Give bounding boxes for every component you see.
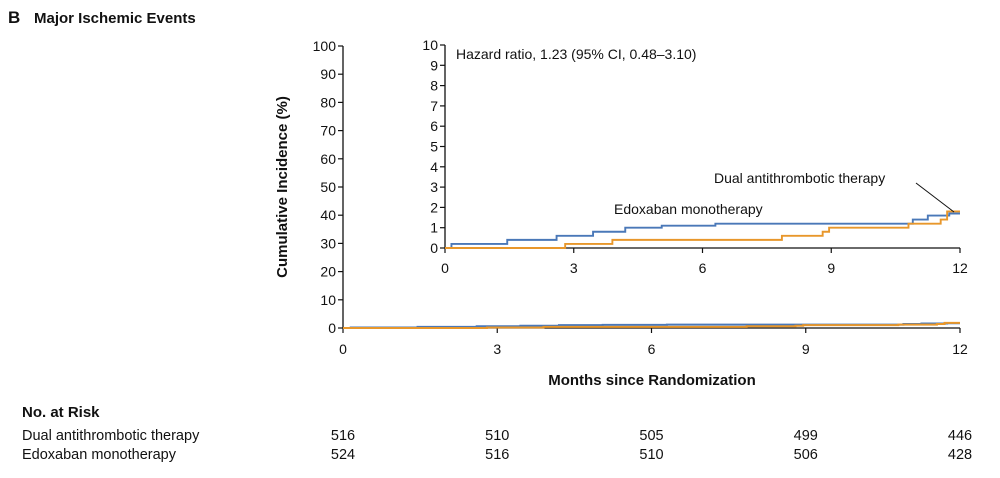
main-y-tick-label: 100 [313, 38, 337, 54]
inset-label-leader-line [915, 182, 955, 213]
inset-y-tick-label: 10 [422, 37, 438, 53]
main-y-tick-label: 30 [320, 235, 336, 251]
inset-x-tick-label: 3 [570, 260, 578, 276]
hazard-ratio-annotation: Hazard ratio, 1.23 (95% CI, 0.48–3.10) [456, 46, 696, 62]
inset-y-tick-label: 9 [430, 57, 438, 73]
inset-y-tick-label: 1 [430, 220, 438, 236]
main-y-tick-label: 70 [320, 123, 336, 139]
inset-x-tick-label: 12 [952, 260, 968, 276]
main-y-tick-label: 0 [328, 320, 336, 336]
risk-value: 516 [485, 447, 509, 463]
y-axis-label: Cumulative Incidence (%) [274, 96, 291, 278]
risk-value: 499 [794, 428, 818, 444]
main-x-tick-label: 6 [648, 341, 656, 357]
main-y-tick-label: 10 [320, 292, 336, 308]
inset-y-tick-label: 5 [430, 139, 438, 155]
inset-y-tick-label: 8 [430, 78, 438, 94]
main-x-tick-label: 12 [952, 341, 968, 357]
inset-series-dual [445, 210, 960, 249]
risk-value: 524 [331, 447, 355, 463]
main-x-tick-label: 3 [493, 341, 501, 357]
chart-title: Major Ischemic Events [34, 10, 196, 27]
inset-series-edoxaban [445, 212, 960, 249]
main-y-tick-label: 40 [320, 207, 336, 223]
inset-y-tick-label: 0 [430, 240, 438, 256]
inset-x-tick-label: 6 [699, 260, 707, 276]
risk-table: No. at Risk Dual antithrombotic therapy 5… [22, 404, 972, 463]
risk-value: 506 [794, 447, 818, 463]
inset-x-tick-label: 0 [441, 260, 449, 276]
main-y-tick-label: 20 [320, 264, 336, 280]
inset-y-tick-label: 7 [430, 98, 438, 114]
inset-label-dual: Dual antithrombotic therapy [714, 170, 885, 186]
inset-label-edoxaban: Edoxaban monotherapy [614, 201, 763, 217]
main-x-tick-label: 9 [802, 341, 810, 357]
main-series-dual [343, 321, 960, 329]
main-y-tick-label: 50 [320, 179, 336, 195]
risk-value: 446 [948, 428, 972, 444]
panel-letter: B [8, 8, 20, 27]
risk-value: 510 [639, 447, 663, 463]
x-axis-label: Months since Randomization [548, 372, 756, 389]
main-y-tick-label: 60 [320, 151, 336, 167]
risk-table-heading: No. at Risk [22, 404, 100, 421]
inset-y-tick-label: 2 [430, 199, 438, 215]
main-x-tick-label: 0 [339, 341, 347, 357]
inset-y-tick-label: 4 [430, 159, 438, 175]
risk-value: 510 [485, 428, 509, 444]
risk-row-label: Dual antithrombotic therapy [22, 428, 200, 444]
inset-y-tick-label: 3 [430, 179, 438, 195]
risk-row-label: Edoxaban monotherapy [22, 447, 177, 463]
inset-y-tick-label: 6 [430, 118, 438, 134]
risk-value: 505 [639, 428, 663, 444]
risk-value: 428 [948, 447, 972, 463]
inset-x-tick-label: 9 [827, 260, 835, 276]
main-y-tick-label: 90 [320, 66, 336, 82]
main-y-tick-label: 80 [320, 94, 336, 110]
risk-value: 516 [331, 428, 355, 444]
